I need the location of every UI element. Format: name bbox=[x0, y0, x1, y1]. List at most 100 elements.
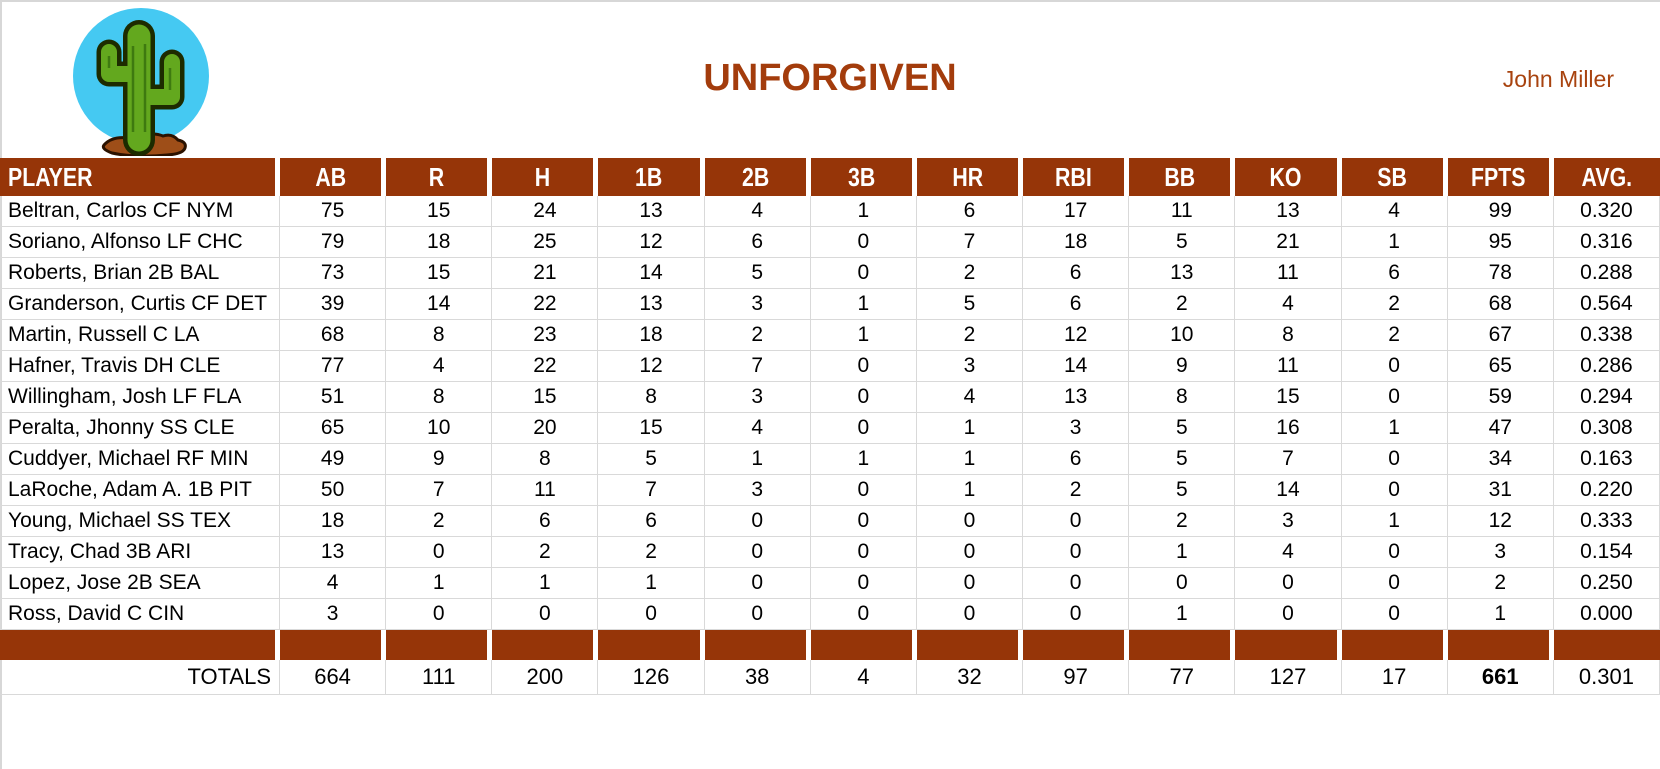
stat-cell[interactable]: 2 bbox=[1129, 289, 1236, 319]
totals-stat-cell[interactable]: 200 bbox=[492, 660, 599, 694]
stat-cell[interactable]: 3 bbox=[1235, 506, 1342, 536]
stat-cell[interactable]: 18 bbox=[598, 320, 705, 350]
player-name-cell[interactable]: Granderson, Curtis CF DET bbox=[0, 289, 280, 319]
stat-cell[interactable]: 8 bbox=[1129, 382, 1236, 412]
stat-cell[interactable]: 68 bbox=[1448, 289, 1554, 319]
stat-cell[interactable]: 0 bbox=[1129, 568, 1236, 598]
stat-cell[interactable]: 0 bbox=[386, 599, 493, 629]
stat-cell[interactable]: 0.564 bbox=[1554, 289, 1660, 319]
player-name-cell[interactable]: Lopez, Jose 2B SEA bbox=[0, 568, 280, 598]
stat-cell[interactable]: 0 bbox=[1342, 351, 1448, 381]
header-cell-3b[interactable]: 3B bbox=[810, 158, 917, 196]
stat-cell[interactable]: 99 bbox=[1448, 196, 1554, 226]
stat-cell[interactable]: 0 bbox=[917, 599, 1024, 629]
stat-cell[interactable]: 16 bbox=[1235, 413, 1342, 443]
stat-cell[interactable]: 13 bbox=[598, 289, 705, 319]
stat-cell[interactable]: 1 bbox=[1129, 537, 1236, 567]
player-name-cell[interactable]: Peralta, Jhonny SS CLE bbox=[0, 413, 280, 443]
stat-cell[interactable]: 0 bbox=[811, 506, 917, 536]
stat-cell[interactable]: 65 bbox=[1448, 351, 1554, 381]
stat-cell[interactable]: 3 bbox=[280, 599, 387, 629]
stat-cell[interactable]: 0.308 bbox=[1554, 413, 1660, 443]
stat-cell[interactable]: 23 bbox=[492, 320, 599, 350]
stat-cell[interactable]: 6 bbox=[1342, 258, 1448, 288]
stat-cell[interactable]: 14 bbox=[1023, 351, 1130, 381]
stat-cell[interactable]: 4 bbox=[705, 196, 811, 226]
stat-cell[interactable]: 68 bbox=[280, 320, 387, 350]
stat-cell[interactable]: 13 bbox=[1129, 258, 1236, 288]
stat-cell[interactable]: 0 bbox=[811, 382, 917, 412]
stat-cell[interactable]: 0 bbox=[1342, 568, 1448, 598]
stat-cell[interactable]: 0.163 bbox=[1554, 444, 1660, 474]
stat-cell[interactable]: 1 bbox=[917, 475, 1024, 505]
stat-cell[interactable]: 73 bbox=[280, 258, 387, 288]
stat-cell[interactable]: 24 bbox=[492, 196, 599, 226]
stat-cell[interactable]: 4 bbox=[386, 351, 493, 381]
stat-cell[interactable]: 9 bbox=[1129, 351, 1236, 381]
stat-cell[interactable]: 31 bbox=[1448, 475, 1554, 505]
stat-cell[interactable]: 0 bbox=[811, 413, 917, 443]
stat-cell[interactable]: 1 bbox=[1129, 599, 1236, 629]
stat-cell[interactable]: 11 bbox=[1235, 351, 1342, 381]
stat-cell[interactable]: 4 bbox=[917, 382, 1024, 412]
stat-cell[interactable]: 0 bbox=[1342, 444, 1448, 474]
stat-cell[interactable]: 22 bbox=[492, 289, 599, 319]
stat-cell[interactable]: 59 bbox=[1448, 382, 1554, 412]
stat-cell[interactable]: 1 bbox=[811, 196, 917, 226]
header-cell-1b[interactable]: 1B bbox=[598, 158, 705, 196]
stat-cell[interactable]: 0.294 bbox=[1554, 382, 1660, 412]
stat-cell[interactable]: 65 bbox=[280, 413, 387, 443]
stat-cell[interactable]: 13 bbox=[280, 537, 387, 567]
stat-cell[interactable]: 0 bbox=[811, 227, 917, 257]
stat-cell[interactable]: 0 bbox=[917, 537, 1024, 567]
stat-cell[interactable]: 11 bbox=[1235, 258, 1342, 288]
stat-cell[interactable]: 20 bbox=[492, 413, 599, 443]
stat-cell[interactable]: 18 bbox=[280, 506, 387, 536]
stat-cell[interactable]: 0.000 bbox=[1554, 599, 1660, 629]
player-name-cell[interactable]: LaRoche, Adam A. 1B PIT bbox=[0, 475, 280, 505]
header-cell-rbi[interactable]: RBI bbox=[1023, 158, 1130, 196]
stat-cell[interactable]: 95 bbox=[1448, 227, 1554, 257]
stat-cell[interactable]: 4 bbox=[1342, 196, 1448, 226]
totals-stat-cell[interactable]: 661 bbox=[1448, 660, 1554, 694]
stat-cell[interactable]: 2 bbox=[492, 537, 599, 567]
header-cell-fpts[interactable]: FPTS bbox=[1447, 158, 1554, 196]
stat-cell[interactable]: 5 bbox=[917, 289, 1024, 319]
stat-cell[interactable]: 0 bbox=[1023, 537, 1130, 567]
player-name-cell[interactable]: Willingham, Josh LF FLA bbox=[0, 382, 280, 412]
stat-cell[interactable]: 0 bbox=[917, 568, 1024, 598]
header-cell-ko[interactable]: KO bbox=[1235, 158, 1342, 196]
stat-cell[interactable]: 0 bbox=[1235, 568, 1342, 598]
stat-cell[interactable]: 0 bbox=[705, 506, 811, 536]
stat-cell[interactable]: 49 bbox=[280, 444, 387, 474]
stat-cell[interactable]: 9 bbox=[386, 444, 493, 474]
stat-cell[interactable]: 6 bbox=[705, 227, 811, 257]
stat-cell[interactable]: 15 bbox=[386, 196, 493, 226]
stat-cell[interactable]: 0.338 bbox=[1554, 320, 1660, 350]
header-cell-r[interactable]: R bbox=[386, 158, 493, 196]
stat-cell[interactable]: 2 bbox=[1342, 320, 1448, 350]
stat-cell[interactable]: 0 bbox=[1342, 475, 1448, 505]
totals-stat-cell[interactable]: 0.301 bbox=[1554, 660, 1660, 694]
stat-cell[interactable]: 0.288 bbox=[1554, 258, 1660, 288]
stat-cell[interactable]: 10 bbox=[1129, 320, 1236, 350]
stat-cell[interactable]: 15 bbox=[492, 382, 599, 412]
totals-stat-cell[interactable]: 38 bbox=[705, 660, 811, 694]
stat-cell[interactable]: 4 bbox=[1235, 537, 1342, 567]
stat-cell[interactable]: 14 bbox=[386, 289, 493, 319]
stat-cell[interactable]: 3 bbox=[1448, 537, 1554, 567]
stat-cell[interactable]: 75 bbox=[280, 196, 387, 226]
stat-cell[interactable]: 15 bbox=[598, 413, 705, 443]
totals-label-cell[interactable]: TOTALS bbox=[0, 660, 280, 694]
stat-cell[interactable]: 47 bbox=[1448, 413, 1554, 443]
stat-cell[interactable]: 4 bbox=[705, 413, 811, 443]
stat-cell[interactable]: 3 bbox=[705, 475, 811, 505]
stat-cell[interactable]: 8 bbox=[1235, 320, 1342, 350]
stat-cell[interactable]: 0.286 bbox=[1554, 351, 1660, 381]
totals-stat-cell[interactable]: 111 bbox=[386, 660, 493, 694]
stat-cell[interactable]: 8 bbox=[598, 382, 705, 412]
stat-cell[interactable]: 17 bbox=[1023, 196, 1130, 226]
stat-cell[interactable]: 0 bbox=[811, 351, 917, 381]
stat-cell[interactable]: 0 bbox=[811, 537, 917, 567]
stat-cell[interactable]: 1 bbox=[811, 444, 917, 474]
